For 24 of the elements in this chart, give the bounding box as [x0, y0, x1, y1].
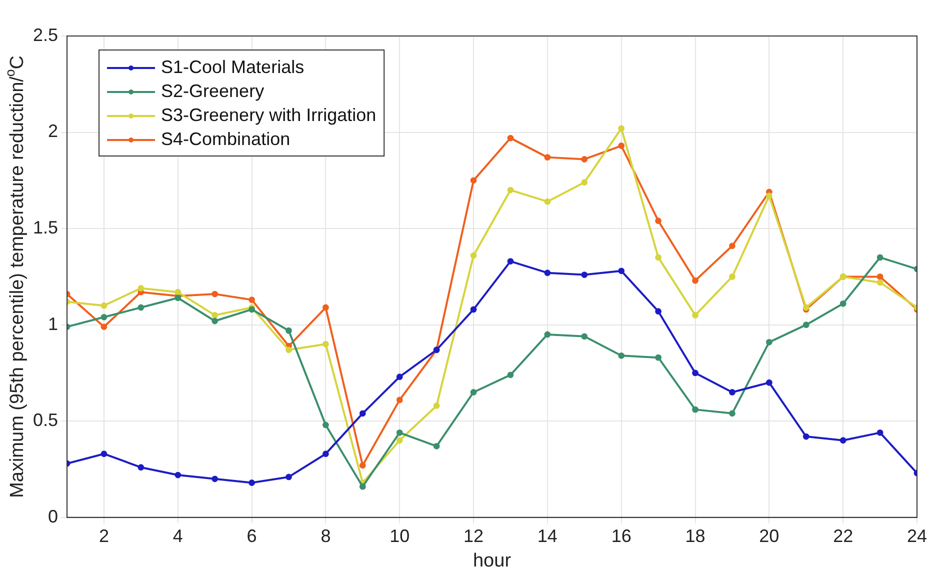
- y-tick-label: 2.5: [32, 24, 58, 45]
- y-tick-label: 1: [48, 314, 58, 334]
- y-tick-label: 0: [48, 506, 58, 526]
- legend-label: S2-Greenery: [161, 80, 264, 101]
- x-tick-label: 16: [611, 526, 632, 546]
- y-tick-label: 2: [48, 121, 58, 142]
- x-tick-label: 10: [390, 526, 410, 546]
- x-tick-label: 2: [98, 526, 109, 546]
- x-tick-label: 6: [246, 526, 257, 546]
- legend-label: S1-Cool Materials: [161, 56, 304, 77]
- x-tick-label: 8: [320, 526, 331, 546]
- x-axis-title: hour: [472, 550, 512, 572]
- x-tick-label: 24: [906, 526, 928, 546]
- legend-label: S3-Greenery with Irrigation: [161, 104, 376, 125]
- legend-label: S4-Combination: [161, 128, 290, 149]
- x-tick-label: 12: [464, 526, 484, 546]
- x-tick-label: 22: [833, 526, 854, 546]
- y-axis-title: Maximum (95th percentile) temperature reduction/oC: [2, 55, 28, 498]
- x-tick-label: 14: [537, 526, 558, 546]
- x-tick-label: 18: [685, 526, 706, 546]
- y-tick-label: 0.5: [32, 410, 58, 430]
- x-tick-label: 20: [759, 526, 780, 546]
- y-tick-label: 1.5: [32, 218, 58, 238]
- x-tick-label: 4: [172, 526, 183, 546]
